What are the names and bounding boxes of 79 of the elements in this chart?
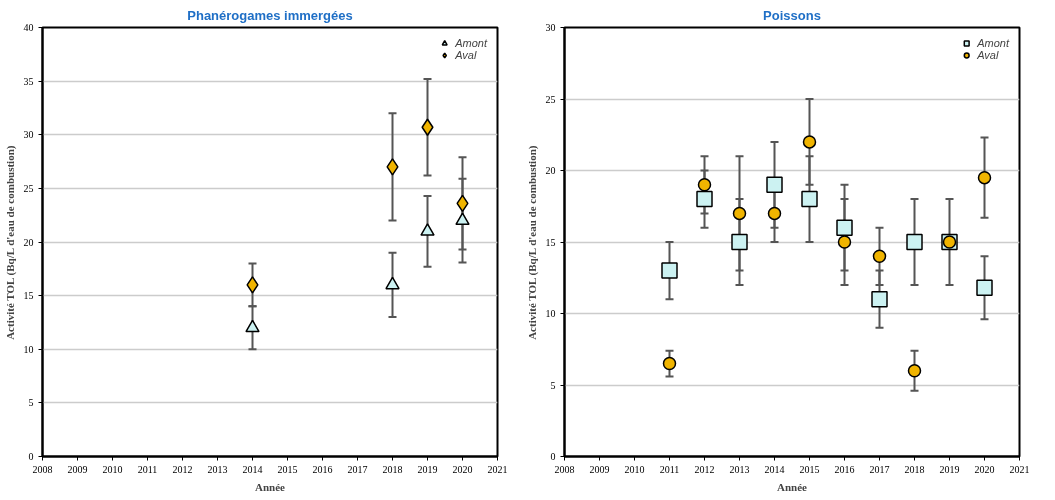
point xyxy=(872,249,887,264)
y-axis-title: Activité TOL (Bq/L d'eau de combustion) xyxy=(525,145,539,340)
point xyxy=(907,363,922,378)
point xyxy=(837,235,852,249)
x-tick-label: 2014 xyxy=(242,463,263,475)
legend-label: Aval xyxy=(977,49,999,61)
x-tick-label: 2008 xyxy=(32,463,53,475)
point xyxy=(696,190,713,208)
x-tick-label: 2016 xyxy=(834,463,855,475)
point xyxy=(977,170,992,185)
x-tick-label: 2014 xyxy=(764,463,785,475)
y-tick-label: 30 xyxy=(545,22,556,33)
point xyxy=(767,206,782,221)
y-tick-label: 0 xyxy=(550,451,556,462)
x-tick-label: 2018 xyxy=(904,463,925,475)
point xyxy=(246,276,259,294)
x-axis-title: Année xyxy=(255,480,286,493)
x-tick-label: 2009 xyxy=(67,463,88,475)
x-tick-label: 2009 xyxy=(589,463,610,475)
y-tick-label: 10 xyxy=(23,343,34,355)
y-tick-label: 25 xyxy=(23,182,34,194)
x-tick-label: 2018 xyxy=(382,463,403,475)
y-tick-label: 35 xyxy=(23,75,34,87)
point xyxy=(245,319,260,333)
x-tick-label: 2015 xyxy=(277,463,298,475)
y-axis-title: Activité TOL (Bq/L d'eau de combustion) xyxy=(3,145,17,340)
point xyxy=(662,356,677,371)
x-tick-label: 2020 xyxy=(452,463,473,475)
y-tick-label: 10 xyxy=(545,308,556,319)
point xyxy=(731,233,748,251)
x-tick-label: 2010 xyxy=(102,463,123,475)
point xyxy=(455,212,470,226)
point xyxy=(766,176,783,194)
x-axis-title: Année xyxy=(777,480,808,493)
x-tick-label: 2012 xyxy=(694,463,715,475)
y-tick-label: 40 xyxy=(23,22,34,33)
y-tick-label: 5 xyxy=(550,379,556,391)
point xyxy=(386,158,399,176)
chart-title: Poissons xyxy=(763,7,821,23)
chart-title: Phanérogames immergées xyxy=(187,7,353,23)
x-tick-label: 2012 xyxy=(172,463,193,475)
point xyxy=(976,279,993,297)
y-tick-label: 30 xyxy=(23,129,34,141)
x-tick-label: 2019 xyxy=(939,463,960,475)
point xyxy=(906,233,923,251)
y-tick-label: 5 xyxy=(28,397,34,409)
y-tick-label: 25 xyxy=(545,93,556,105)
y-tick-label: 20 xyxy=(545,165,556,176)
point xyxy=(421,118,434,136)
x-tick-label: 2010 xyxy=(624,463,645,475)
x-tick-label: 2011 xyxy=(659,463,680,475)
legend-label: Amont xyxy=(977,37,1009,49)
x-tick-label: 2015 xyxy=(799,463,820,475)
point xyxy=(385,276,400,290)
point xyxy=(732,206,747,221)
x-tick-label: 2021 xyxy=(1009,463,1030,475)
x-tick-label: 2016 xyxy=(312,463,333,475)
point xyxy=(836,219,853,236)
legend-label: Amont xyxy=(455,37,487,49)
x-tick-label: 2011 xyxy=(137,463,158,475)
x-tick-label: 2008 xyxy=(554,463,575,475)
x-tick-label: 2017 xyxy=(869,463,890,475)
x-tick-label: 2013 xyxy=(729,463,750,475)
x-tick-label: 2020 xyxy=(974,463,995,475)
point xyxy=(661,262,678,279)
x-tick-label: 2019 xyxy=(417,463,438,475)
y-tick-label: 15 xyxy=(545,236,556,248)
point xyxy=(801,190,818,208)
y-tick-label: 0 xyxy=(28,451,34,462)
point xyxy=(420,223,435,236)
x-tick-label: 2013 xyxy=(207,463,228,475)
x-tick-label: 2021 xyxy=(487,463,508,475)
point xyxy=(802,135,817,149)
y-tick-label: 20 xyxy=(23,236,34,248)
point xyxy=(871,290,888,308)
y-tick-label: 15 xyxy=(23,290,34,302)
point xyxy=(697,178,712,192)
x-tick-label: 2017 xyxy=(347,463,368,475)
legend-label: Aval xyxy=(455,49,477,61)
